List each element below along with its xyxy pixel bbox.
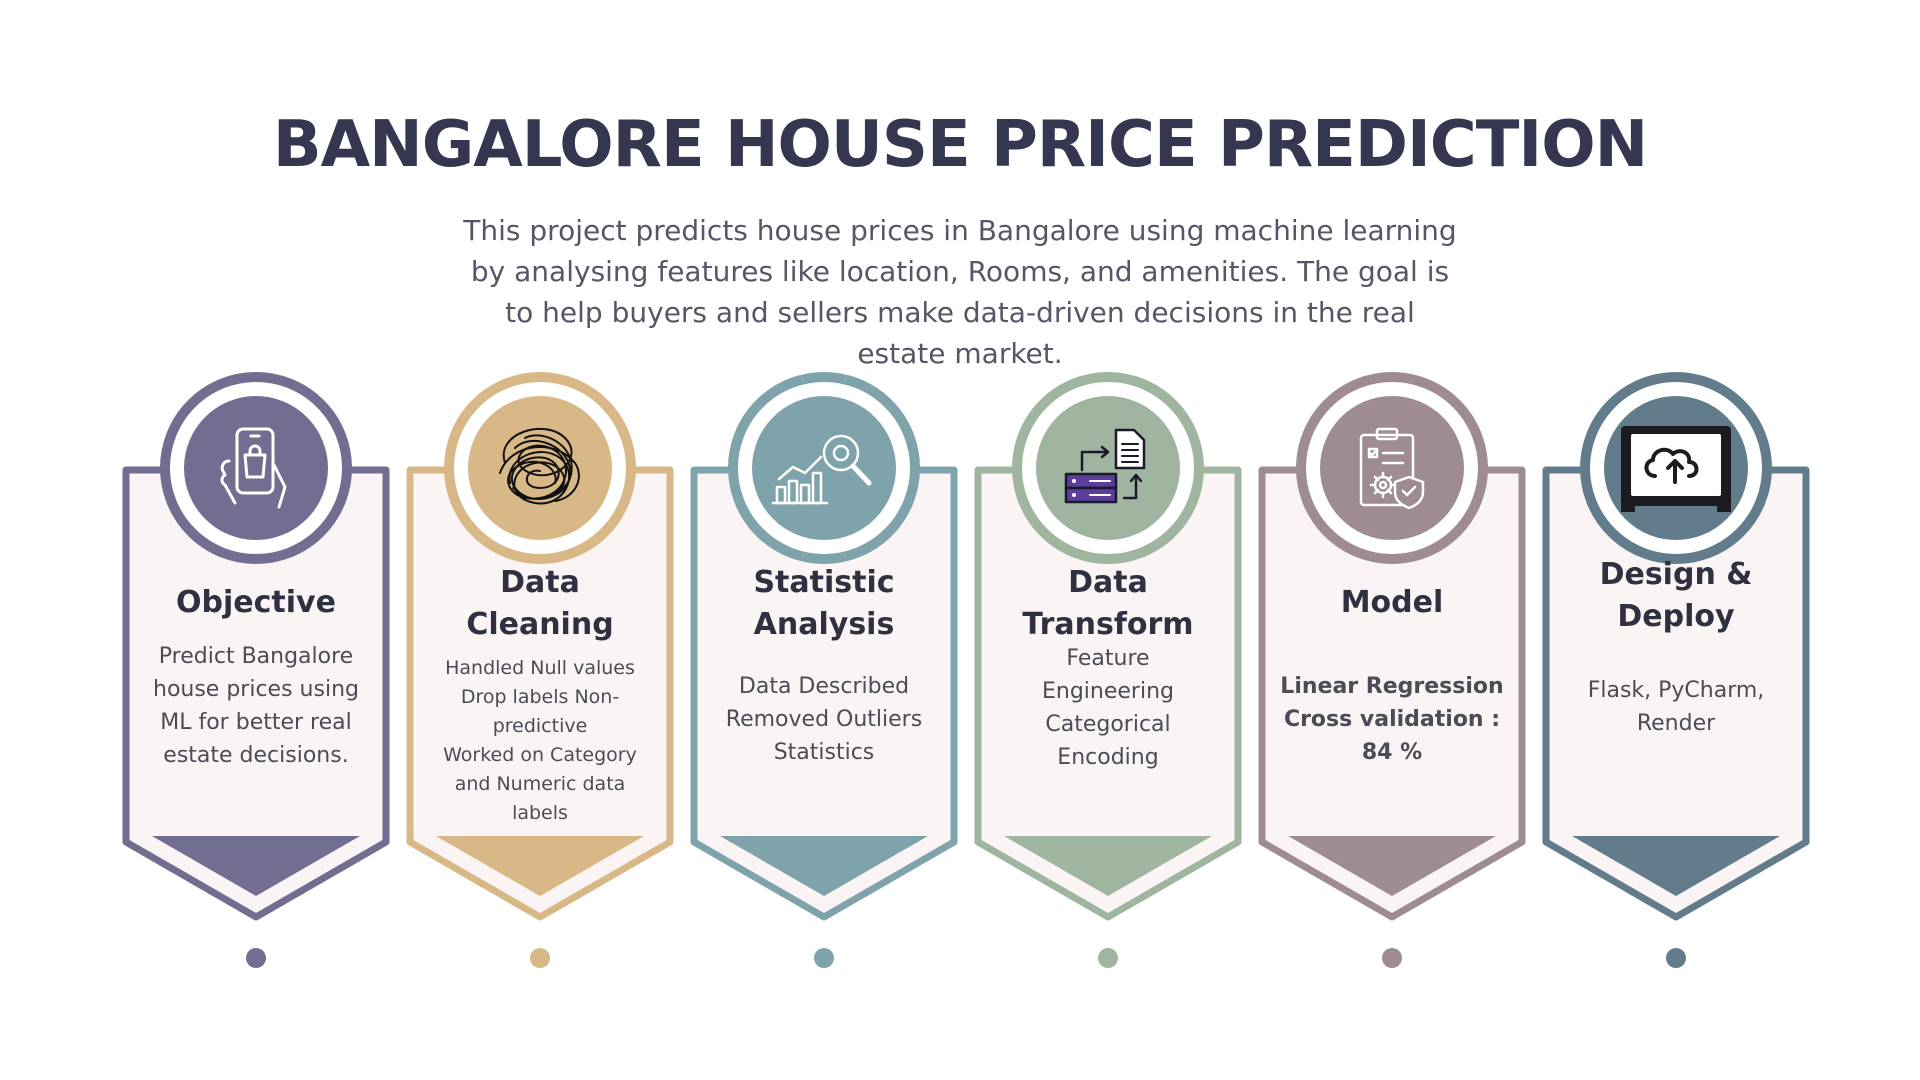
card-body-line: Linear Regression <box>1280 674 1504 699</box>
step-card-design-deploy: Design & Deploy Flask, PyCharm, Render <box>1542 372 1810 921</box>
clipboard-gear-shield-icon <box>1320 396 1464 540</box>
card-body-line: Engineering <box>1042 679 1174 704</box>
step-dot <box>1382 948 1402 968</box>
step-dot <box>530 948 550 968</box>
cloud-upload-monitor-icon <box>1604 396 1748 540</box>
card-body-line: house prices using <box>153 677 359 702</box>
card-title-line: Data <box>1068 565 1148 600</box>
step-dot <box>1098 948 1118 968</box>
card-body-line: predictive <box>492 715 588 737</box>
page-subtitle: This project predicts house prices in Ba… <box>463 214 1457 370</box>
icon-disc <box>1320 396 1464 540</box>
card-title-line: Data <box>500 565 580 600</box>
card-body-line: ML for better real <box>160 710 352 735</box>
card-body-line: estate decisions. <box>163 743 349 768</box>
card-body-line: Drop labels Non- <box>460 686 620 708</box>
card-body-line: 84 % <box>1361 740 1423 765</box>
smartphone-shopping-bag-icon <box>184 396 328 540</box>
card-body-line: Encoding <box>1057 745 1159 770</box>
card-title-line: Transform <box>1022 607 1194 642</box>
bar-chart-magnifier-icon <box>752 396 896 540</box>
card-body-line: Predict Bangalore <box>158 644 354 669</box>
card-body-line: Feature <box>1066 646 1150 671</box>
tangled-scribble-icon <box>468 396 612 540</box>
icon-disc <box>184 396 328 540</box>
card-body-line: labels <box>512 802 568 824</box>
card-body-line: Removed Outliers <box>725 707 923 732</box>
card-frame <box>690 466 958 921</box>
card-body-line: Handled Null values <box>445 657 635 679</box>
card-title-line: Design & <box>1599 557 1753 592</box>
step-dot <box>246 948 266 968</box>
step-card-data-transform: Data Transform Feature Engineering Categ… <box>974 372 1242 921</box>
step-card-model: Model Linear Regression Cross validation… <box>1258 372 1526 921</box>
card-title-line: Objective <box>176 585 336 620</box>
card-title-line: Deploy <box>1617 599 1735 634</box>
step-card-objective: Objective Predict Bangalore house prices… <box>122 372 390 921</box>
card-title-line: Model <box>1340 585 1444 620</box>
step-card-data-cleaning: Data Cleaning Handled Null values Drop l… <box>406 372 674 921</box>
card-body-line: Categorical <box>1045 712 1171 737</box>
icon-disc <box>468 396 612 540</box>
card-title-line: Cleaning <box>466 607 614 642</box>
card-body-line: and Numeric data <box>454 773 626 795</box>
card-body-line: Data Described <box>738 674 910 699</box>
step-dot <box>814 948 834 968</box>
card-body-line: Statistics <box>773 740 875 765</box>
card-body-line: Worked on Category <box>443 744 637 766</box>
server-document-transfer-icon <box>1036 396 1180 540</box>
card-body-line: Render <box>1636 711 1716 736</box>
card-body-line: Flask, PyCharm, <box>1587 678 1765 703</box>
icon-disc <box>1036 396 1180 540</box>
card-title-line: Analysis <box>753 607 895 642</box>
step-card-statistic-analysis: Statistic Analysis Data Described Remove… <box>690 372 958 921</box>
step-dot <box>1666 948 1686 968</box>
card-body-line: Cross validation : <box>1283 707 1501 732</box>
card-title-line: Statistic <box>753 565 895 600</box>
icon-disc <box>752 396 896 540</box>
page-title: BANGALORE HOUSE PRICE PREDICTION <box>272 108 1648 182</box>
card-frame <box>1542 466 1810 921</box>
